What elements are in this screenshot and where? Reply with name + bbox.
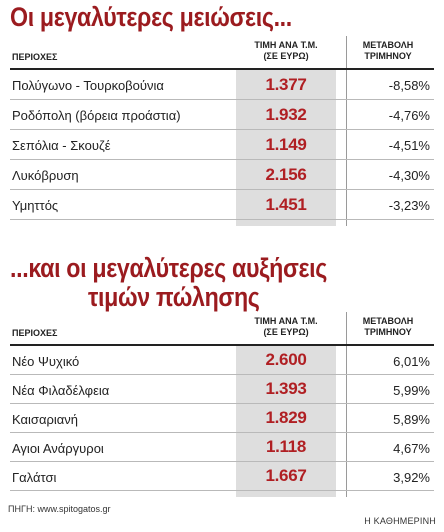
- table2-header-area: ΠΕΡΙΟΧΕΣ: [12, 328, 58, 338]
- change-cell: -4,76%: [388, 108, 430, 123]
- change-cell: -3,23%: [388, 198, 430, 213]
- table-row: Νέο Ψυχικό 2.600 6,01%: [10, 346, 434, 375]
- price-cell: 1.149: [265, 135, 307, 154]
- area-cell: Ροδόπολη (βόρεια προάστια): [12, 108, 181, 123]
- table-row: Λυκόβρυση 2.156 -4,30%: [10, 160, 434, 190]
- change-cell: 5,89%: [393, 412, 430, 427]
- area-cell: Σεπόλια - Σκουζέ: [12, 138, 111, 153]
- area-cell: Γαλάτσι: [12, 470, 57, 485]
- table2-header: ΠΕΡΙΟΧΕΣ ΤΙΜΗ ΑΝΑ Τ.Μ. (ΣΕ ΕΥΡΩ) ΜΕΤΑΒΟΛΗ…: [10, 312, 434, 346]
- table2-title-line1: ...και οι μεγαλύτερες αυξήσεις: [10, 253, 328, 283]
- table1-header: ΠΕΡΙΟΧΕΣ ΤΙΜΗ ΑΝΑ Τ.Μ. (ΣΕ ΕΥΡΩ) ΜΕΤΑΒΟΛΗ…: [10, 36, 434, 70]
- table1-header-area: ΠΕΡΙΟΧΕΣ: [12, 52, 58, 62]
- publisher-credit: Η ΚΑΘΗΜΕΡΙΝΗ: [364, 516, 436, 526]
- table1-rows: Πολύγωνο - Τουρκοβούνια 1.377 -8,58% Ροδόπο…: [10, 70, 434, 220]
- table2-column-divider: [346, 312, 347, 497]
- price-cell: 1.393: [265, 379, 307, 398]
- area-cell: Νέο Ψυχικό: [12, 354, 80, 369]
- change-cell: -4,30%: [388, 168, 430, 183]
- change-cell: -4,51%: [388, 138, 430, 153]
- price-cell: 1.377: [265, 75, 307, 94]
- price-cell: 1.932: [265, 105, 307, 124]
- table-row: Πολύγωνο - Τουρκοβούνια 1.377 -8,58%: [10, 70, 434, 100]
- price-cell: 1.667: [265, 466, 307, 485]
- table2-header-price: ΤΙΜΗ ΑΝΑ Τ.Μ. (ΣΕ ΕΥΡΩ): [254, 316, 318, 337]
- change-cell: -8,58%: [388, 78, 430, 93]
- change-cell: 3,92%: [393, 470, 430, 485]
- table-row: Καισαριανή 1.829 5,89%: [10, 404, 434, 433]
- table2-header-change: ΜΕΤΑΒΟΛΗ ΤΡΙΜΗΝΟΥ: [362, 316, 414, 337]
- table-row: Ροδόπολη (βόρεια προάστια) 1.932 -4,76%: [10, 100, 434, 130]
- table2-rows: Νέο Ψυχικό 2.600 6,01% Νέα Φιλαδέλφεια 1.393…: [10, 346, 434, 491]
- table2: ΠΕΡΙΟΧΕΣ ΤΙΜΗ ΑΝΑ Τ.Μ. (ΣΕ ΕΥΡΩ) ΜΕΤΑΒΟΛΗ…: [10, 312, 434, 491]
- table1-column-divider: [346, 36, 347, 226]
- table-row: Αγιοι Ανάργυροι 1.118 4,67%: [10, 433, 434, 462]
- table-row: Νέα Φιλαδέλφεια 1.393 5,99%: [10, 375, 434, 404]
- area-cell: Νέα Φιλαδέλφεια: [12, 383, 110, 398]
- change-cell: 6,01%: [393, 354, 430, 369]
- table1-header-change: ΜΕΤΑΒΟΛΗ ΤΡΙΜΗΝΟΥ: [362, 40, 414, 61]
- table1-title: Οι μεγαλύτερες μειώσεις...: [10, 2, 292, 32]
- area-cell: Υμηττός: [12, 198, 59, 213]
- price-cell: 2.156: [265, 165, 307, 184]
- price-cell: 1.451: [265, 195, 307, 214]
- table1-price-shade: [236, 69, 336, 226]
- table1: ΠΕΡΙΟΧΕΣ ΤΙΜΗ ΑΝΑ Τ.Μ. (ΣΕ ΕΥΡΩ) ΜΕΤΑΒΟΛΗ…: [10, 36, 434, 220]
- table2-title-line2: τιμών πώλησης: [88, 282, 260, 312]
- price-cell: 2.600: [265, 350, 307, 369]
- source-note: ΠΗΓΗ: www.spitogatos.gr: [8, 504, 111, 514]
- table-row: Υμηττός 1.451 -3,23%: [10, 190, 434, 220]
- change-cell: 5,99%: [393, 383, 430, 398]
- area-cell: Πολύγωνο - Τουρκοβούνια: [12, 78, 164, 93]
- area-cell: Αγιοι Ανάργυροι: [12, 441, 104, 456]
- price-cell: 1.118: [265, 437, 307, 456]
- table-row: Σεπόλια - Σκουζέ 1.149 -4,51%: [10, 130, 434, 160]
- table-row: Γαλάτσι 1.667 3,92%: [10, 462, 434, 491]
- area-cell: Λυκόβρυση: [12, 168, 79, 183]
- table1-header-price: ΤΙΜΗ ΑΝΑ Τ.Μ. (ΣΕ ΕΥΡΩ): [254, 40, 318, 61]
- table2-price-shade: [236, 345, 336, 497]
- area-cell: Καισαριανή: [12, 412, 78, 427]
- change-cell: 4,67%: [393, 441, 430, 456]
- price-cell: 1.829: [265, 408, 307, 427]
